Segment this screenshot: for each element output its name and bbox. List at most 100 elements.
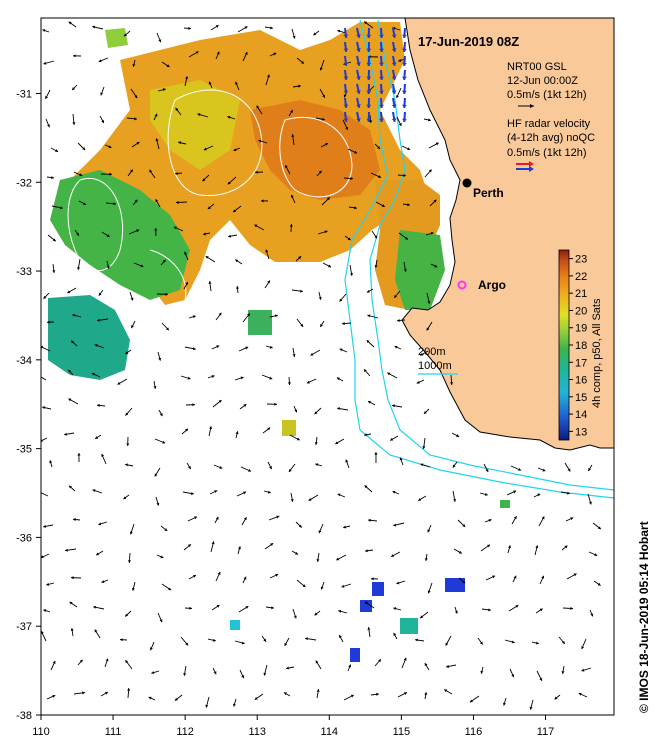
- velocity-arrow-head: [349, 273, 353, 276]
- velocity-arrow-head: [215, 25, 219, 28]
- velocity-arrow-head: [67, 290, 71, 294]
- velocity-arrow-head: [125, 613, 129, 617]
- isobath-200m: [369, 19, 614, 491]
- velocity-arrow-head: [578, 692, 582, 696]
- lat-tick-label: -32: [16, 177, 32, 189]
- velocity-arrow-head: [109, 172, 112, 176]
- velocity-arrow-head: [123, 496, 127, 500]
- velocity-arrow-head: [52, 660, 56, 664]
- velocity-arrow-head: [155, 199, 159, 203]
- velocity-arrow-head: [407, 147, 411, 151]
- velocity-arrow-head: [47, 124, 50, 128]
- velocity-arrow-head: [284, 642, 288, 646]
- velocity-arrow-head: [73, 517, 76, 522]
- velocity-arrow-head: [127, 560, 132, 563]
- velocity-arrow-head: [227, 115, 231, 119]
- velocity-arrow-head: [68, 398, 72, 402]
- velocity-arrow-head: [378, 659, 381, 663]
- velocity-arrow-head: [42, 406, 46, 410]
- velocity-arrow-head: [104, 691, 108, 695]
- velocity-arrow-head: [41, 631, 44, 635]
- legend-model-line-2: 12-Jun 00:00Z: [507, 75, 578, 87]
- velocity-arrow-head: [444, 689, 448, 693]
- velocity-arrow-head: [420, 352, 424, 356]
- radar-arrow-head: [391, 48, 397, 52]
- plot-frame: [40, 17, 615, 716]
- velocity-arrow-head: [339, 348, 343, 352]
- radar-arrow-head: [343, 34, 349, 38]
- velocity-arrow-head: [153, 386, 157, 389]
- velocity-arrow-head: [315, 463, 319, 467]
- velocity-arrow-head: [403, 269, 407, 272]
- velocity-arrow-head: [422, 446, 426, 449]
- radar-arrow-head: [343, 62, 349, 66]
- velocity-arrow-head: [174, 697, 178, 701]
- velocity-arrow-head: [564, 545, 568, 549]
- velocity-arrow-head: [290, 499, 294, 502]
- velocity-arrow-head: [335, 441, 339, 445]
- velocity-arrow-head: [567, 491, 570, 495]
- velocity-arrow-head: [248, 468, 252, 472]
- velocity-arrow-head: [125, 463, 128, 467]
- velocity-arrow-head: [424, 558, 428, 561]
- velocity-arrow-head: [364, 601, 368, 605]
- colorbar-ticks: 13 14 15 16 17 18 19 20 21 22 23: [569, 254, 587, 438]
- velocity-arrow-head: [130, 297, 134, 301]
- velocity-arrow-head: [185, 428, 189, 432]
- sst-patch-nearshore-green: [395, 230, 445, 310]
- velocity-arrow-head: [424, 692, 428, 695]
- velocity-arrows: [41, 21, 602, 710]
- velocity-arrow-head: [456, 434, 460, 437]
- velocity-arrow-head: [191, 491, 194, 496]
- lat-tick-label: -33: [16, 266, 32, 278]
- velocity-arrow-head: [207, 206, 211, 210]
- velocity-arrow-head: [275, 573, 279, 577]
- velocity-arrow-head: [219, 465, 223, 469]
- velocity-arrow-head: [313, 32, 317, 36]
- velocity-arrow-head: [266, 74, 270, 78]
- velocity-arrow-head: [416, 380, 420, 384]
- velocity-arrow-head: [292, 35, 296, 39]
- map-title: 17-Jun-2019 08Z: [418, 34, 519, 49]
- velocity-arrow-head: [247, 313, 250, 317]
- sst-patch-green-nw: [105, 28, 128, 48]
- velocity-arrow-head: [367, 314, 371, 318]
- velocity-arrow-head: [318, 530, 322, 534]
- velocity-arrow-head: [445, 642, 449, 646]
- radar-arrow-head: [379, 90, 384, 94]
- velocity-arrow-head: [293, 615, 297, 619]
- velocity-arrow-head: [243, 404, 247, 407]
- velocity-arrow-head: [315, 660, 319, 664]
- velocity-arrow-head: [305, 637, 308, 641]
- colorbar-tick-label: 17: [575, 357, 587, 369]
- velocity-arrow-head: [243, 517, 247, 521]
- velocity-arrow-head: [213, 671, 217, 675]
- velocity-arrow-head: [98, 292, 102, 296]
- velocity-arrow-head: [72, 87, 76, 91]
- velocity-arrow-head: [366, 289, 370, 293]
- velocity-arrow-head: [469, 699, 473, 703]
- velocity-arrow-head: [535, 545, 539, 549]
- velocity-arrow-head: [131, 587, 135, 591]
- velocity-arrow-head: [314, 612, 318, 616]
- velocity-arrow-head: [233, 209, 237, 213]
- velocity-arrow-head: [399, 457, 403, 461]
- velocity-arrow-head: [256, 105, 260, 109]
- velocity-arrow-head: [269, 376, 273, 380]
- velocity-arrow-head: [393, 523, 397, 527]
- velocity-arrow-head: [365, 549, 368, 553]
- velocity-arrow-head: [535, 641, 539, 645]
- velocity-arrow-head: [136, 142, 140, 145]
- velocity-arrow-head: [368, 401, 372, 404]
- velocity-arrow-head: [367, 627, 371, 630]
- lat-tick-label: -36: [16, 532, 32, 544]
- velocity-arrow-head: [194, 516, 198, 520]
- velocity-arrow-head: [140, 264, 144, 268]
- velocity-arrow-head: [49, 460, 53, 464]
- velocity-arrow-head: [502, 702, 506, 706]
- velocity-arrow-head: [308, 498, 312, 501]
- velocity-arrow-head: [96, 552, 100, 556]
- radar-arrow-head: [391, 34, 397, 38]
- velocity-arrow-head: [396, 95, 399, 99]
- velocity-arrow-head: [82, 691, 85, 695]
